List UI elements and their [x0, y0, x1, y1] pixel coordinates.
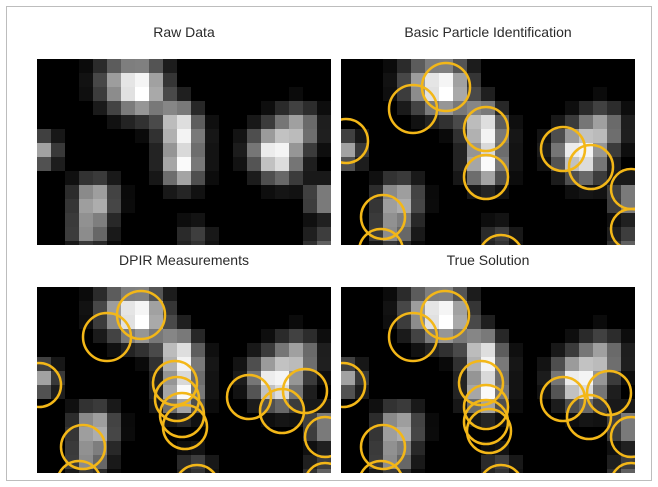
- particle-circle: [481, 233, 521, 245]
- panel-true-solution: True Solution: [341, 249, 635, 479]
- panel-raw-data: Raw Data: [37, 21, 331, 251]
- particle-circle: [585, 369, 633, 417]
- particle-circle: [420, 61, 472, 113]
- particle-circle: [565, 393, 613, 441]
- particle-circle: [462, 105, 510, 153]
- particle-circle: [153, 375, 201, 423]
- particle-circle: [465, 407, 513, 455]
- panel-dpir-measurements: DPIR Measurements: [37, 249, 331, 479]
- particle-circle: [462, 153, 510, 201]
- pixel-grid: [37, 59, 331, 245]
- particle-circle: [609, 415, 635, 459]
- particle-circle: [358, 227, 404, 245]
- pixel-grid: [37, 287, 331, 473]
- particle-markers: [341, 61, 635, 245]
- particle-circle: [612, 461, 635, 473]
- particle-circle: [462, 383, 510, 431]
- panel-title-true-solution: True Solution: [446, 252, 530, 268]
- particle-circle: [341, 117, 370, 165]
- panel-title-basic-identification: Basic Particle Identification: [404, 24, 572, 40]
- particle-circle: [58, 459, 100, 473]
- figure-frame: Raw Data Basic Particle Identification D…: [6, 6, 652, 481]
- particle-circle: [457, 359, 505, 407]
- particle-circle: [539, 125, 587, 173]
- particle-circle: [306, 461, 331, 473]
- particle-circle: [303, 415, 331, 459]
- pixel-grid: [341, 59, 635, 245]
- particle-circle: [178, 463, 216, 473]
- particle-circle: [115, 289, 167, 341]
- particle-circle: [341, 361, 367, 409]
- particle-circle: [37, 361, 63, 409]
- basic-identification-image: [341, 59, 635, 245]
- panel-title-dpir-measurements: DPIR Measurements: [119, 252, 249, 268]
- particle-markers: [341, 289, 635, 473]
- particle-circle: [161, 403, 209, 451]
- particle-circle: [59, 423, 107, 471]
- particle-circle: [539, 375, 587, 423]
- true-solution-image: [341, 287, 635, 473]
- particle-circle: [225, 373, 273, 421]
- particle-circle: [482, 463, 520, 473]
- particle-circle: [360, 459, 402, 473]
- panel-title-raw-data: Raw Data: [153, 24, 215, 40]
- particle-circle: [567, 143, 615, 191]
- dpir-measurements-image: [37, 287, 331, 473]
- particle-circle: [151, 359, 199, 407]
- particle-markers: [37, 289, 331, 473]
- particle-circle: [609, 207, 635, 245]
- raw-data-image: [37, 59, 331, 245]
- particle-circle: [281, 367, 329, 415]
- panel-basic-identification: Basic Particle Identification: [341, 21, 635, 251]
- particle-circle: [359, 193, 407, 241]
- particle-circle: [419, 289, 471, 341]
- particle-circle: [359, 423, 407, 471]
